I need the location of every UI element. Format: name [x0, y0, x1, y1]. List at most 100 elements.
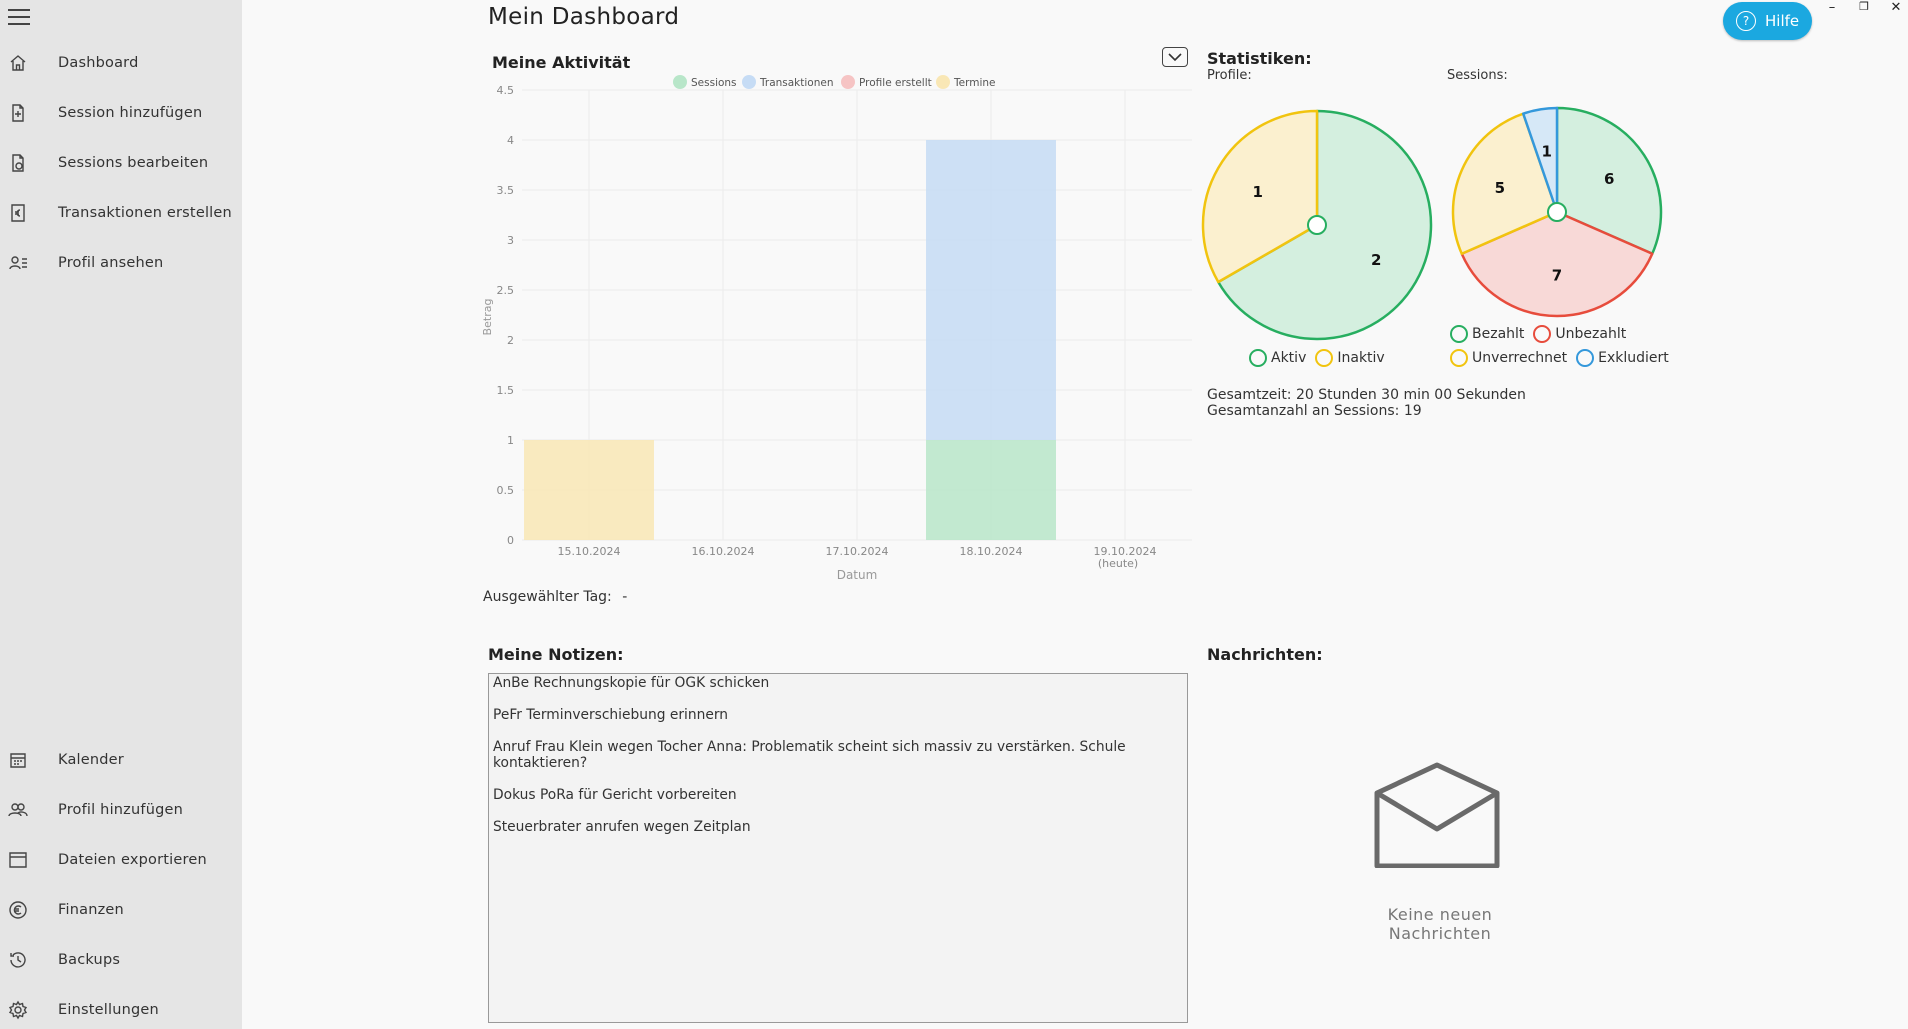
x-tick-label: 17.10.2024: [826, 545, 889, 558]
legend-item-sessions: Sessions: [673, 75, 737, 89]
add-document-icon: [8, 103, 28, 123]
legend-item-termine: Termine: [936, 75, 995, 89]
pie-value-label: 5: [1495, 179, 1505, 197]
sidebar-item-dateien-exportieren[interactable]: Dateien exportieren: [0, 840, 242, 880]
export-icon: [8, 850, 28, 870]
maximize-button[interactable]: ❐: [1859, 0, 1869, 13]
y-tick-label: 0.5: [497, 484, 515, 497]
y-tick-label: 2: [507, 334, 514, 347]
legend-dot: [936, 75, 950, 89]
sidebar-item-session-hinzufuegen[interactable]: Session hinzufügen: [0, 93, 242, 133]
help-button[interactable]: ? Hilfe: [1723, 2, 1812, 40]
total-time: Gesamtzeit: 20 Stunden 30 min 00 Sekunde…: [1207, 387, 1526, 403]
legend-label: Bezahlt: [1472, 326, 1525, 342]
sidebar-item-label: Profil ansehen: [58, 255, 164, 271]
legend-dot: [1533, 325, 1552, 343]
pie-slice-unbezahlt: [1460, 210, 1654, 318]
legend-item-inaktiv[interactable]: Inaktiv: [1315, 349, 1385, 367]
sessions-legend-row-2: Unverrechnet Exkludiert: [1450, 349, 1678, 367]
note-line: Anruf Frau Klein wegen Tocher Anna: Prob…: [493, 739, 1126, 771]
home-icon: [8, 53, 28, 73]
x-tick-label: 19.10.2024: [1094, 545, 1157, 558]
sidebar-item-label: Dashboard: [58, 55, 139, 71]
x-tick-label: 16.10.2024: [692, 545, 755, 558]
y-tick-label: 3.5: [497, 184, 515, 197]
sidebar-item-kalender[interactable]: Kalender: [0, 740, 242, 780]
envelope-icon: [1374, 762, 1500, 868]
pie-value-label: 6: [1604, 170, 1614, 188]
sidebar-item-profil-ansehen[interactable]: Profil ansehen: [0, 243, 242, 283]
note-line: Steuerbrater anrufen wegen Zeitplan: [493, 819, 751, 835]
legend-item-exkludiert[interactable]: Exkludiert: [1576, 349, 1669, 367]
sidebar-item-label: Session hinzufügen: [58, 105, 203, 121]
messages-title: Nachrichten:: [1207, 645, 1323, 664]
legend-dot: [1450, 325, 1468, 343]
close-button[interactable]: ✕: [1890, 0, 1902, 15]
y-tick-label: 4: [507, 134, 514, 147]
sidebar-item-backups[interactable]: Backups: [0, 940, 242, 980]
legend-item-bezahlt[interactable]: Bezahlt: [1450, 325, 1524, 343]
minimize-button[interactable]: –: [1828, 0, 1836, 15]
legend-item-unverrechnet[interactable]: Unverrechnet: [1450, 349, 1567, 367]
pie-value-label: 1: [1253, 183, 1263, 201]
euro-receipt-icon: [8, 203, 28, 223]
collapse-button[interactable]: [1162, 47, 1188, 67]
sidebar-item-einstellungen[interactable]: Einstellungen: [0, 990, 242, 1029]
gear-icon: [8, 1000, 28, 1020]
legend-item-unbezahlt[interactable]: Unbezahlt: [1533, 325, 1626, 343]
profiles-legend: Aktiv Inaktiv: [1249, 349, 1394, 367]
profiles-label: Profile:: [1207, 68, 1252, 83]
sidebar-item-profil-hinzufuegen[interactable]: Profil hinzufügen: [0, 790, 242, 830]
y-tick-label: 2.5: [497, 284, 515, 297]
legend-dot: [1576, 349, 1595, 367]
notes-title: Meine Notizen:: [488, 645, 624, 664]
stats-summary: Gesamtzeit: 20 Stunden 30 min 00 Sekunde…: [1207, 387, 1526, 419]
add-profile-icon: [8, 800, 28, 820]
legend-label: Transaktionen: [759, 77, 834, 89]
selected-day-value: -: [622, 589, 628, 605]
sidebar-item-finanzen[interactable]: Finanzen: [0, 890, 242, 930]
sessions-legend-row-1: Bezahlt Unbezahlt: [1450, 325, 1635, 343]
notes-textarea[interactable]: AnBe Rechnungskopie für OGK schicken PeF…: [488, 673, 1188, 1023]
legend-label: Termine: [953, 77, 995, 89]
sidebar-item-label: Sessions bearbeiten: [58, 155, 209, 171]
messages-empty-text: Keine neuen Nachrichten: [1387, 905, 1493, 943]
x-tick-label: 18.10.2024: [960, 545, 1023, 558]
y-axis-label: Betrag: [481, 299, 494, 336]
selected-day-label: Ausgewählter Tag:: [483, 589, 612, 605]
activity-chart[interactable]: Sessions Transaktionen Profile erstellt Ter…: [470, 72, 1200, 582]
sidebar-item-dashboard[interactable]: Dashboard: [0, 43, 242, 83]
total-sessions: Gesamtanzahl an Sessions: 19: [1207, 403, 1422, 419]
legend-item-aktiv[interactable]: Aktiv: [1249, 349, 1306, 367]
sidebar-item-transaktionen-erstellen[interactable]: Transaktionen erstellen: [0, 193, 242, 233]
edit-document-icon: [8, 153, 28, 173]
pie-slice-inaktiv: [1201, 109, 1319, 284]
legend-label: Profile erstellt: [859, 77, 932, 89]
legend-label: Unbezahlt: [1555, 326, 1627, 342]
profiles-pie-chart[interactable]: 21: [1197, 101, 1437, 341]
bar-termine: [524, 440, 654, 540]
legend-label: Aktiv: [1271, 350, 1307, 366]
legend-label: Inaktiv: [1337, 350, 1385, 366]
hamburger-icon[interactable]: [8, 9, 30, 25]
pie-value-label: 7: [1552, 266, 1562, 284]
note-line: PeFr Terminverschiebung erinnern: [493, 707, 729, 723]
y-tick-label: 1: [507, 434, 514, 447]
legend-dot: [742, 75, 756, 89]
legend-item-profile-erstellt: Profile erstellt: [841, 75, 932, 89]
legend-dot: [841, 75, 855, 89]
page-title: Mein Dashboard: [488, 4, 680, 30]
note-line: AnBe Rechnungskopie für OGK schicken: [493, 675, 770, 691]
bar-transaktionen: [926, 140, 1056, 440]
pie-center: [1307, 215, 1327, 235]
legend-label: Sessions: [691, 77, 737, 89]
sidebar-item-label: Einstellungen: [58, 1002, 159, 1018]
legend-dot: [1450, 349, 1468, 367]
x-tick-label: 15.10.2024: [558, 545, 621, 558]
history-icon: [8, 950, 28, 970]
y-tick-label: 3: [507, 234, 514, 247]
sessions-pie-chart[interactable]: 6 7 5 1: [1446, 97, 1670, 321]
legend-item-transaktionen: Transaktionen: [742, 75, 834, 89]
selected-day: Ausgewählter Tag: -: [483, 589, 627, 605]
sidebar-item-sessions-bearbeiten[interactable]: Sessions bearbeiten: [0, 143, 242, 183]
